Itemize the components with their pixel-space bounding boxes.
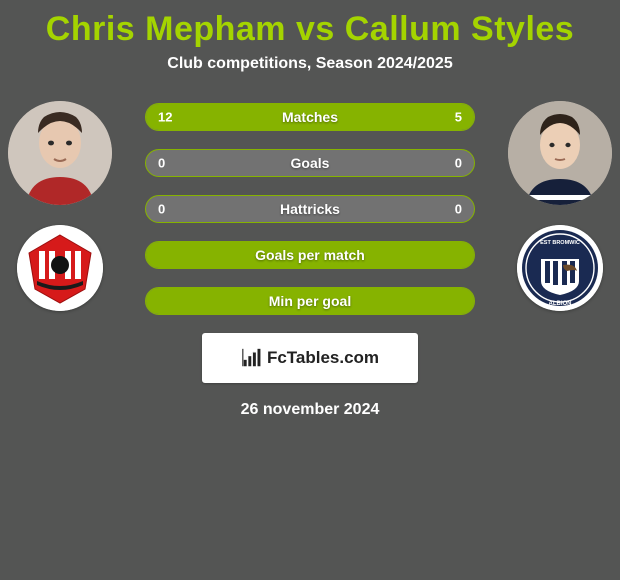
stat-value-right: 0 (455, 202, 462, 217)
stat-row: Min per goal (145, 287, 475, 315)
stat-fill-left (146, 104, 382, 130)
right-player-column: EST BROMWIC ALBION (508, 101, 612, 311)
stats-bars: Matches125Goals00Hattricks00Goals per ma… (145, 101, 475, 315)
stat-fill-left (146, 288, 474, 314)
player-left-club-badge (17, 225, 103, 311)
subtitle: Club competitions, Season 2024/2025 (0, 55, 620, 73)
brand-text: FcTables.com (267, 348, 379, 368)
svg-text:ALBION: ALBION (549, 301, 572, 307)
player-left-avatar (8, 101, 112, 205)
stat-row: Goals per match (145, 241, 475, 269)
stat-fill-right (382, 104, 474, 130)
page-title: Chris Mepham vs Callum Styles (0, 10, 620, 49)
stat-value-left: 0 (158, 156, 165, 171)
stat-value-left: 0 (158, 202, 165, 217)
comparison-card: Chris Mepham vs Callum Styles Club compe… (0, 0, 620, 419)
content: EST BROMWIC ALBION Matches125Goals00Hatt… (0, 101, 620, 419)
stat-value-right: 0 (455, 156, 462, 171)
stat-label: Hattricks (146, 201, 474, 217)
stat-row: Hattricks0 0 (145, 195, 475, 223)
player-right-club-badge: EST BROMWIC ALBION (517, 225, 603, 311)
left-player-column (8, 101, 112, 311)
stat-row: Goals0 0 (145, 149, 475, 177)
stat-row: Matches125 (145, 103, 475, 131)
date-text: 26 november 2024 (0, 401, 620, 419)
stat-label: Goals (146, 155, 474, 171)
brand-box: FcTables.com (202, 333, 418, 383)
stat-fill-left (146, 242, 474, 268)
chart-icon (241, 347, 263, 369)
svg-text:EST BROMWIC: EST BROMWIC (540, 240, 580, 246)
player-right-avatar (508, 101, 612, 205)
